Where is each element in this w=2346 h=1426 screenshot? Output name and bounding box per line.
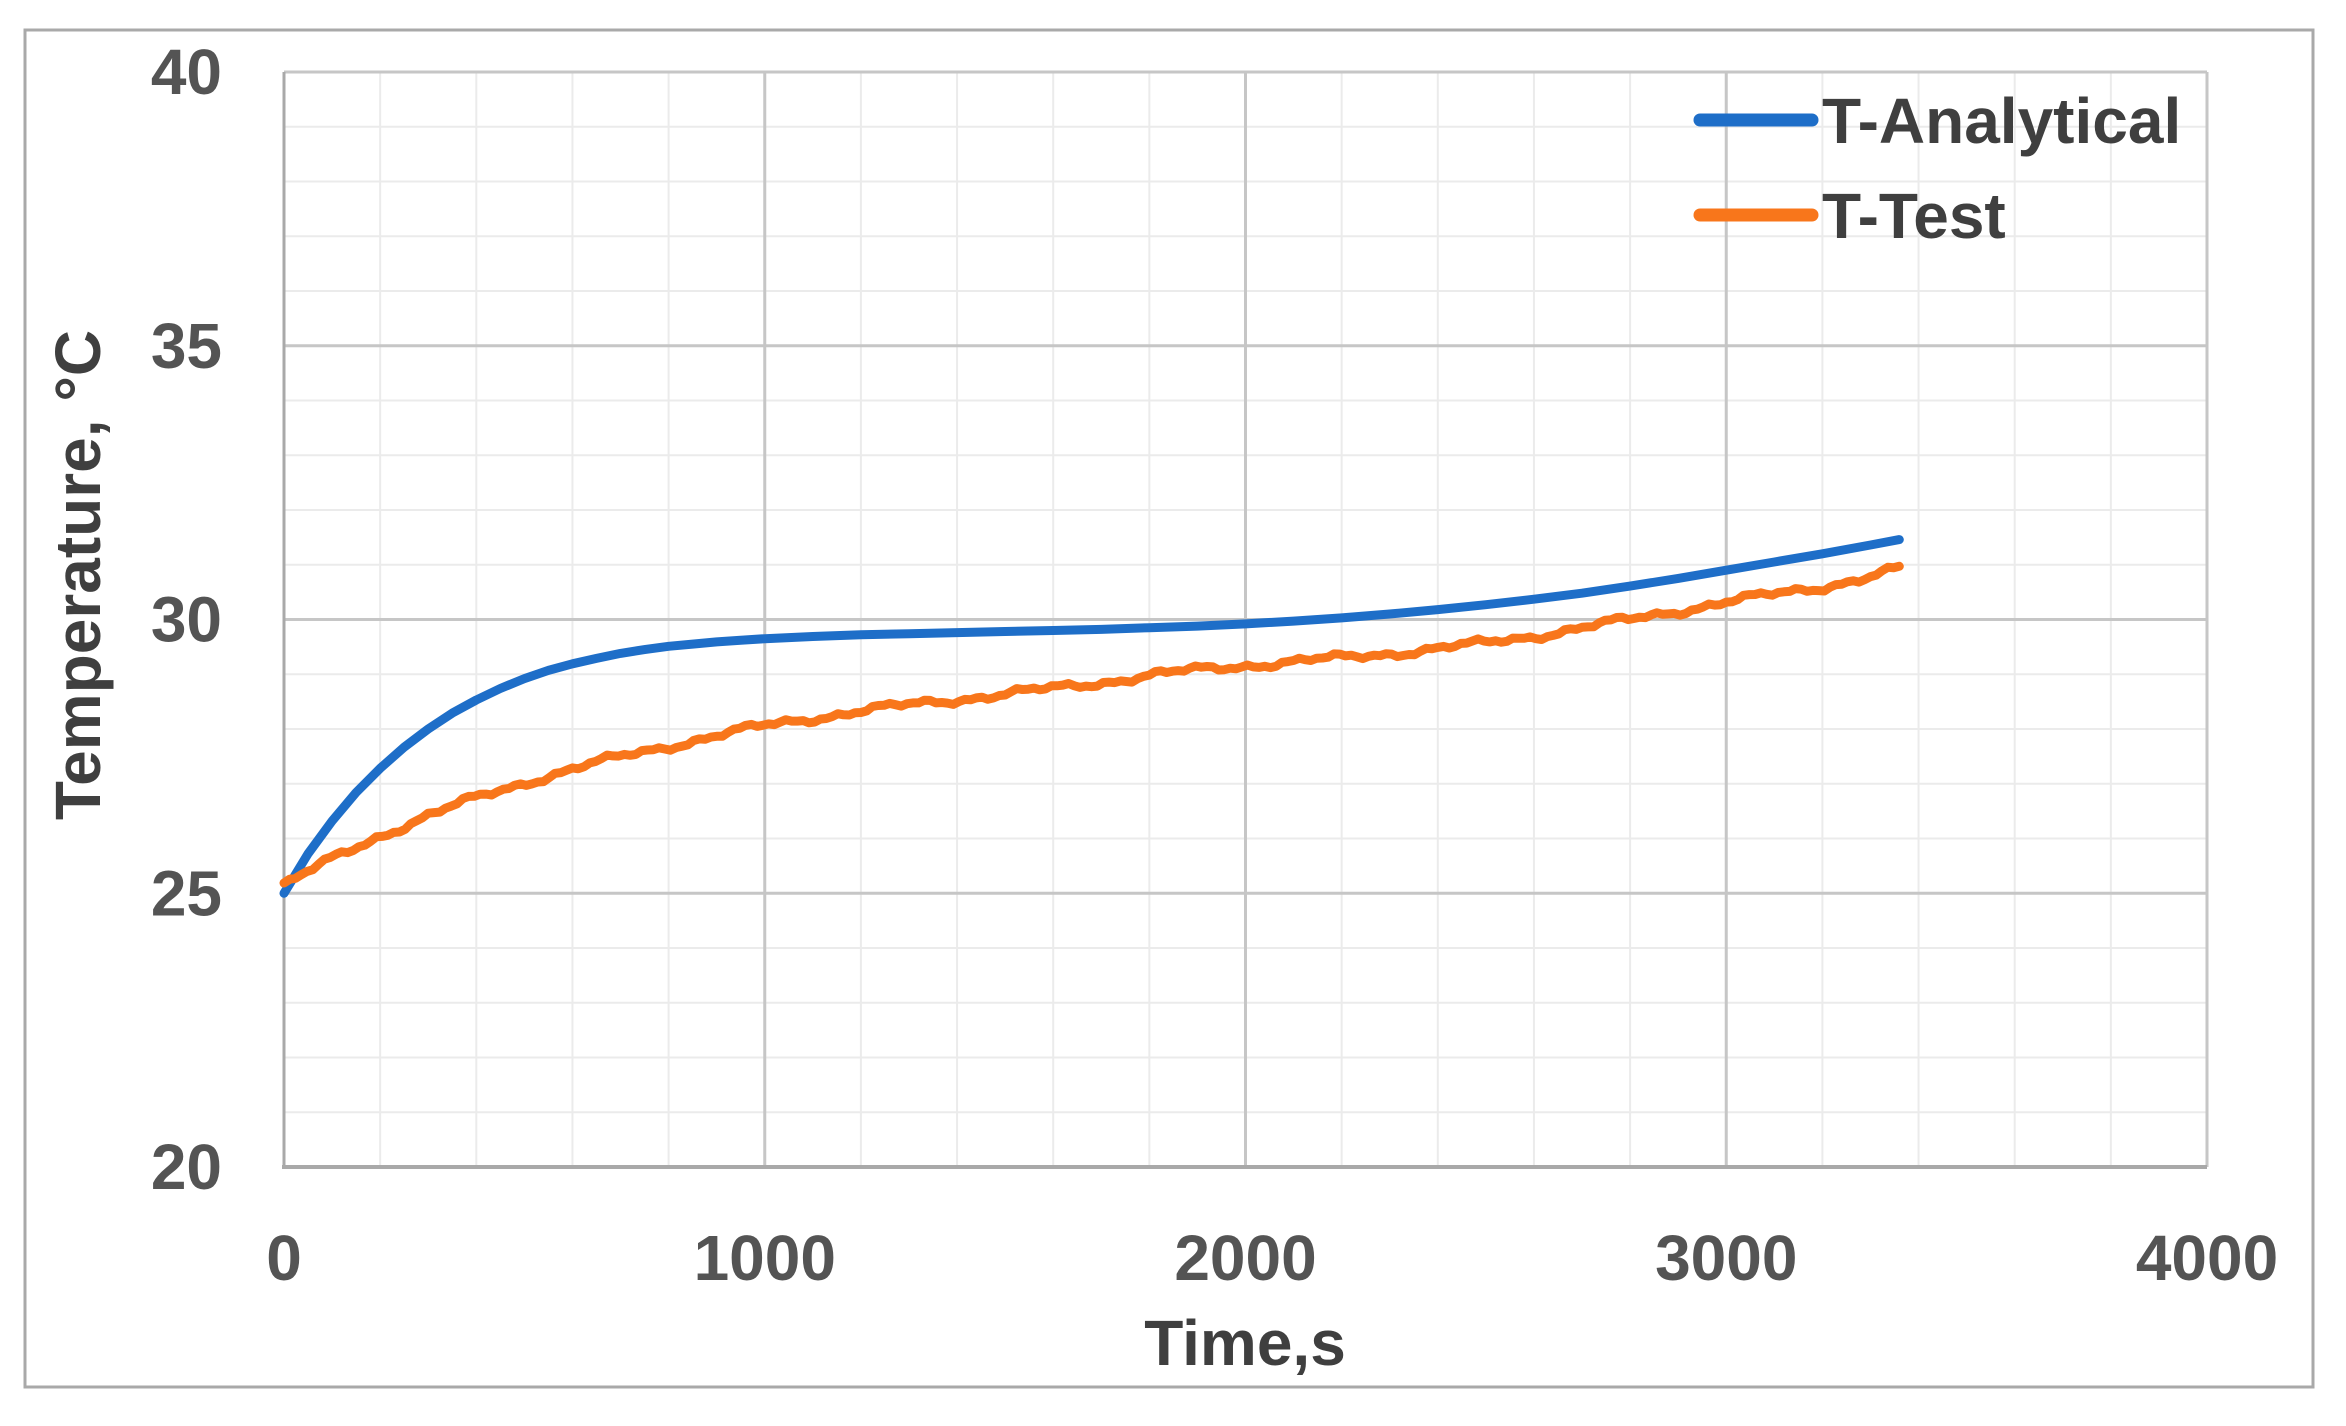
x-tick-labels: 0 1000 2000 3000 4000	[266, 1222, 2278, 1294]
y-tick-labels: 20 25 30 35 40	[151, 36, 222, 1203]
legend-item-t-analytical[interactable]: T-Analytical	[1693, 85, 2181, 157]
y-tick-label: 25	[151, 857, 222, 929]
legend: T-Analytical T-Test	[1693, 85, 2181, 252]
x-axis-title: Time,s	[1144, 1307, 1346, 1379]
y-tick-label: 35	[151, 310, 222, 382]
legend-label-t-analytical: T-Analytical	[1822, 85, 2181, 157]
x-tick-label: 4000	[2136, 1222, 2278, 1294]
x-tick-label: 1000	[694, 1222, 836, 1294]
y-axis-title: Temperature, °C	[42, 330, 114, 820]
x-tick-label: 2000	[1174, 1222, 1316, 1294]
legend-label-t-test: T-Test	[1822, 180, 2006, 252]
series-lines	[279, 535, 1904, 898]
series-line-t-test[interactable]	[279, 561, 1904, 888]
legend-item-t-test[interactable]: T-Test	[1693, 180, 2006, 252]
x-tick-label: 3000	[1655, 1222, 1797, 1294]
y-tick-label: 20	[151, 1131, 222, 1203]
axis-lines	[282, 72, 2207, 1169]
y-tick-label: 30	[151, 584, 222, 656]
y-tick-label: 40	[151, 36, 222, 108]
x-tick-label: 0	[266, 1222, 302, 1294]
series-line-t-analytical[interactable]	[279, 535, 1904, 898]
